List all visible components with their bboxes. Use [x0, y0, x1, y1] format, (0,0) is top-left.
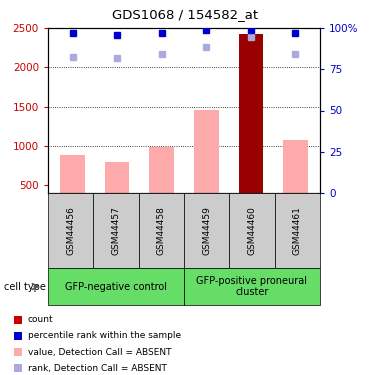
Text: GSM44457: GSM44457: [112, 206, 121, 255]
Text: rank, Detection Call = ABSENT: rank, Detection Call = ABSENT: [28, 363, 167, 372]
Text: GSM44458: GSM44458: [157, 206, 166, 255]
Text: count: count: [28, 315, 54, 324]
Text: value, Detection Call = ABSENT: value, Detection Call = ABSENT: [28, 348, 171, 357]
Text: GDS1068 / 154582_at: GDS1068 / 154582_at: [112, 8, 259, 21]
Bar: [150, 147, 174, 193]
Text: GSM44461: GSM44461: [293, 206, 302, 255]
Bar: [60, 155, 85, 193]
Text: GFP-positive proneural
cluster: GFP-positive proneural cluster: [197, 276, 308, 297]
Text: GSM44460: GSM44460: [247, 206, 256, 255]
Text: percentile rank within the sample: percentile rank within the sample: [28, 332, 181, 340]
Text: GSM44459: GSM44459: [202, 206, 211, 255]
Text: GFP-negative control: GFP-negative control: [65, 282, 167, 291]
Bar: [105, 162, 129, 193]
Text: GSM44456: GSM44456: [66, 206, 75, 255]
Bar: [239, 33, 263, 193]
Bar: [283, 140, 308, 193]
Bar: [194, 110, 219, 193]
Text: cell type: cell type: [4, 282, 46, 291]
